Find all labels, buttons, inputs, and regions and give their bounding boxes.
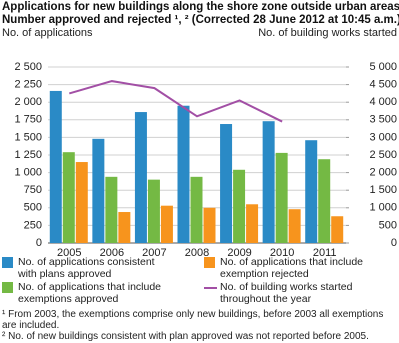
y2-tick-label: 1 000 — [369, 202, 397, 214]
y-tick-label: 2 000 — [14, 96, 42, 108]
y2-tick-label: 3 500 — [369, 114, 397, 126]
legend-swatch — [204, 287, 217, 289]
bar — [288, 209, 301, 243]
footnote: ¹ From 2003, the exemptions comprise onl… — [2, 309, 384, 331]
legend-item: No. of applications that include exempti… — [204, 256, 370, 280]
y2-tick-label: 2 500 — [369, 149, 397, 161]
legend-swatch — [2, 282, 13, 293]
y2-axis-label: No. of building works started — [258, 27, 397, 39]
y-tick-label: 1 750 — [14, 114, 42, 126]
bar — [75, 162, 88, 243]
y-tick-label: 250 — [24, 219, 42, 231]
y-axis-label: No. of applications — [2, 27, 93, 39]
x-tick-label: 2011 — [313, 247, 337, 259]
bar — [233, 169, 246, 243]
legend-label: No. of applications that include exempti… — [18, 281, 162, 305]
bar — [318, 159, 331, 243]
y-tick-label: 0 — [36, 237, 42, 249]
legend-swatch — [2, 257, 13, 268]
y-tick-label: 1 250 — [14, 149, 42, 161]
line — [69, 80, 283, 123]
chart-title: Applications for new buildings along the… — [2, 1, 399, 13]
bar — [305, 140, 318, 243]
y-tick-label: 1 000 — [14, 167, 42, 179]
y2-tick-label: 5 000 — [369, 61, 397, 73]
y-tick-label: 2 500 — [14, 61, 42, 73]
bar — [331, 216, 344, 243]
y-tick-label: 500 — [24, 202, 42, 214]
legend-item: No. of applications that include exempti… — [2, 281, 168, 305]
chart-title: Number approved and rejected ¹, ² (Corre… — [2, 14, 399, 26]
footnote: ² No. of new buildings consistent with p… — [2, 331, 369, 342]
x-tick-label: 2009 — [227, 247, 251, 259]
bar — [177, 105, 190, 243]
bar — [62, 152, 75, 243]
bar — [105, 176, 118, 243]
bar — [134, 112, 147, 243]
bar — [246, 204, 259, 243]
y2-tick-label: 1 500 — [369, 184, 397, 196]
y-tick-label: 750 — [24, 184, 42, 196]
bar — [147, 179, 160, 243]
y2-tick-label: 4 000 — [369, 96, 397, 108]
bar — [275, 152, 288, 243]
y-tick-label: 2 250 — [14, 79, 42, 91]
bar — [203, 207, 216, 243]
x-tick-label: 2005 — [57, 247, 81, 259]
bar — [49, 90, 62, 243]
bar — [92, 138, 105, 243]
x-tick-label: 2010 — [270, 247, 294, 259]
y2-tick-label: 0 — [391, 237, 397, 249]
legend-label: No. of applications that include exempti… — [220, 256, 364, 280]
bar — [118, 212, 131, 243]
legend-item: No. of applications consistent with plan… — [2, 256, 168, 280]
legend-label: No. of building works started throughout… — [220, 281, 353, 305]
legend-item: No. of building works started throughout… — [204, 281, 370, 305]
y2-tick-label: 4 500 — [369, 79, 397, 91]
bar — [160, 205, 173, 243]
bar — [262, 121, 275, 243]
bar — [220, 124, 233, 243]
bar — [190, 176, 203, 243]
x-tick-label: 2008 — [185, 247, 209, 259]
legend-swatch — [204, 257, 215, 268]
y2-tick-label: 500 — [379, 219, 397, 231]
y2-tick-label: 3 000 — [369, 131, 397, 143]
x-tick-label: 2006 — [100, 247, 124, 259]
x-tick-label: 2007 — [142, 247, 166, 259]
y-tick-label: 1 500 — [14, 131, 42, 143]
y2-tick-label: 2 000 — [369, 167, 397, 179]
legend-label: No. of applications consistent with plan… — [18, 256, 155, 280]
